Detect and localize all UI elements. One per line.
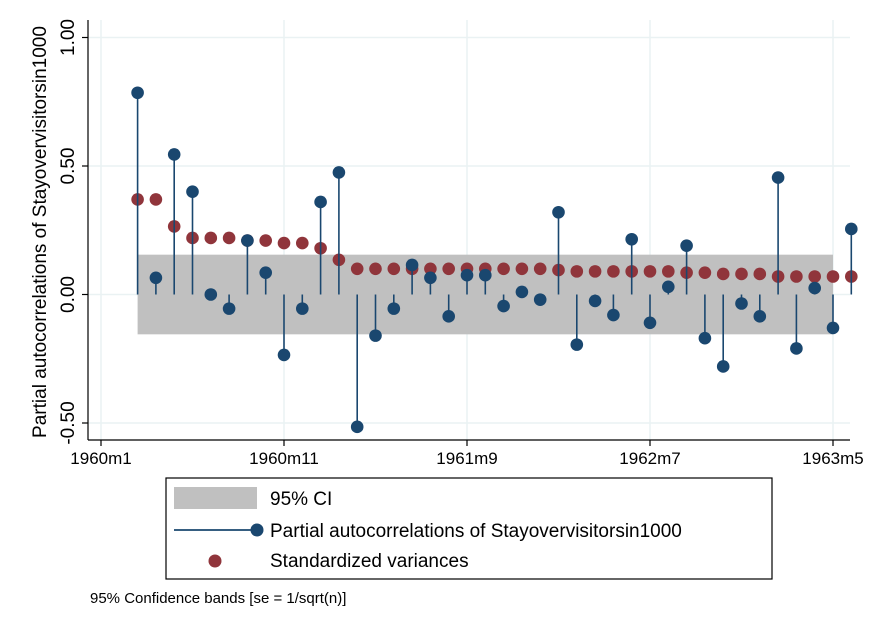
variance-point [515,262,529,276]
pacf-point [680,239,693,252]
data-marks [131,86,858,434]
variance-point [790,270,803,283]
pacf-point [332,166,346,179]
legend-box [165,477,773,580]
variance-point [497,262,510,276]
variance-point [369,262,382,276]
x-tick-label: 1961m9 [436,449,497,468]
pacf-point [790,342,803,355]
pacf-point [369,329,382,342]
pacf-point [131,86,144,100]
variance-point [607,265,620,278]
legend-ci-swatch [174,487,257,509]
legend-var-label: Standardized variances [270,551,469,572]
pacf-point [479,268,492,282]
variance-point [259,234,273,247]
pacf-point [314,195,327,209]
pacf-point [625,232,638,246]
pacf-point [296,302,309,315]
variance-point [424,262,437,276]
pacf-point [753,310,767,323]
pacf-point [424,271,437,285]
legend-ci-label: 95% CI [270,489,332,510]
pacf-point [515,285,529,299]
variance-point [533,262,547,276]
variance-point [296,236,309,250]
pacf-point [167,148,181,161]
pacf-point [662,280,675,294]
pacf-point [460,268,474,282]
variance-point [387,262,401,276]
pacf-point [588,294,602,308]
x-tick-label: 1963m5 [802,449,863,468]
legend-pacf-marker [250,523,264,537]
pacf-point [808,281,821,295]
x-tick-label: 1960m1 [70,449,131,468]
variance-point [735,267,748,281]
pacf-point [552,205,565,219]
pacf-point [204,288,218,301]
pacf-point [826,321,840,335]
pacf-point [259,266,273,279]
variance-point [570,265,584,278]
y-tick-label: 0.50 [58,148,79,185]
variance-point [277,236,291,250]
y-tick-label: 1.00 [58,19,79,56]
pacf-point [277,348,291,362]
pacf-point [387,302,401,315]
variance-point [662,265,675,278]
confidence-note: 95% Confidence bands [se = 1/sqrt(n)] [90,590,347,607]
pacf-point [643,316,657,330]
variance-point [442,262,456,276]
pacf-point [533,293,547,306]
variance-point [753,267,767,281]
pacf-point [241,234,254,247]
pacf-point [149,271,163,285]
pacf-point [570,338,584,351]
grid-lines [88,20,850,440]
y-tick-label: 0.00 [58,276,79,313]
variance-point [588,265,602,278]
pacf-point [442,310,456,323]
x-tick-label: 1960m11 [249,449,319,468]
variance-point [149,193,163,206]
variance-point [204,231,218,245]
variance-point [808,270,821,283]
variance-point [643,265,657,278]
pacf-point [222,302,236,315]
pacf-point [845,222,858,236]
variance-point [698,266,712,279]
x-tick-label: 1962m7 [619,449,680,468]
axes: -0.50 0.00 0.50 1.00 1960m1 1960m11 1961m9 1962… [58,19,864,468]
legend-var-marker [208,554,222,568]
pacf-point [716,360,730,373]
pacf-point [771,171,785,184]
variance-point [350,262,364,276]
variance-point [222,231,236,245]
pacf-point [497,299,510,313]
pacf-point [607,308,620,322]
variance-point [716,267,730,281]
y-tick-label: -0.50 [58,401,79,444]
pacf-point [186,185,199,198]
pacf-point [350,420,364,434]
pacf-point [735,297,748,310]
legend-pacf-label: Partial autocorrelations of Stayovervisi… [270,521,682,542]
legend: 95% CI Partial autocorrelations of Stayo… [165,477,773,580]
pacf-point [698,331,712,345]
pacf-point [405,258,419,272]
variance-point [826,270,840,283]
y-axis-label: Partial autocorrelations of Stayovervisi… [30,26,51,438]
